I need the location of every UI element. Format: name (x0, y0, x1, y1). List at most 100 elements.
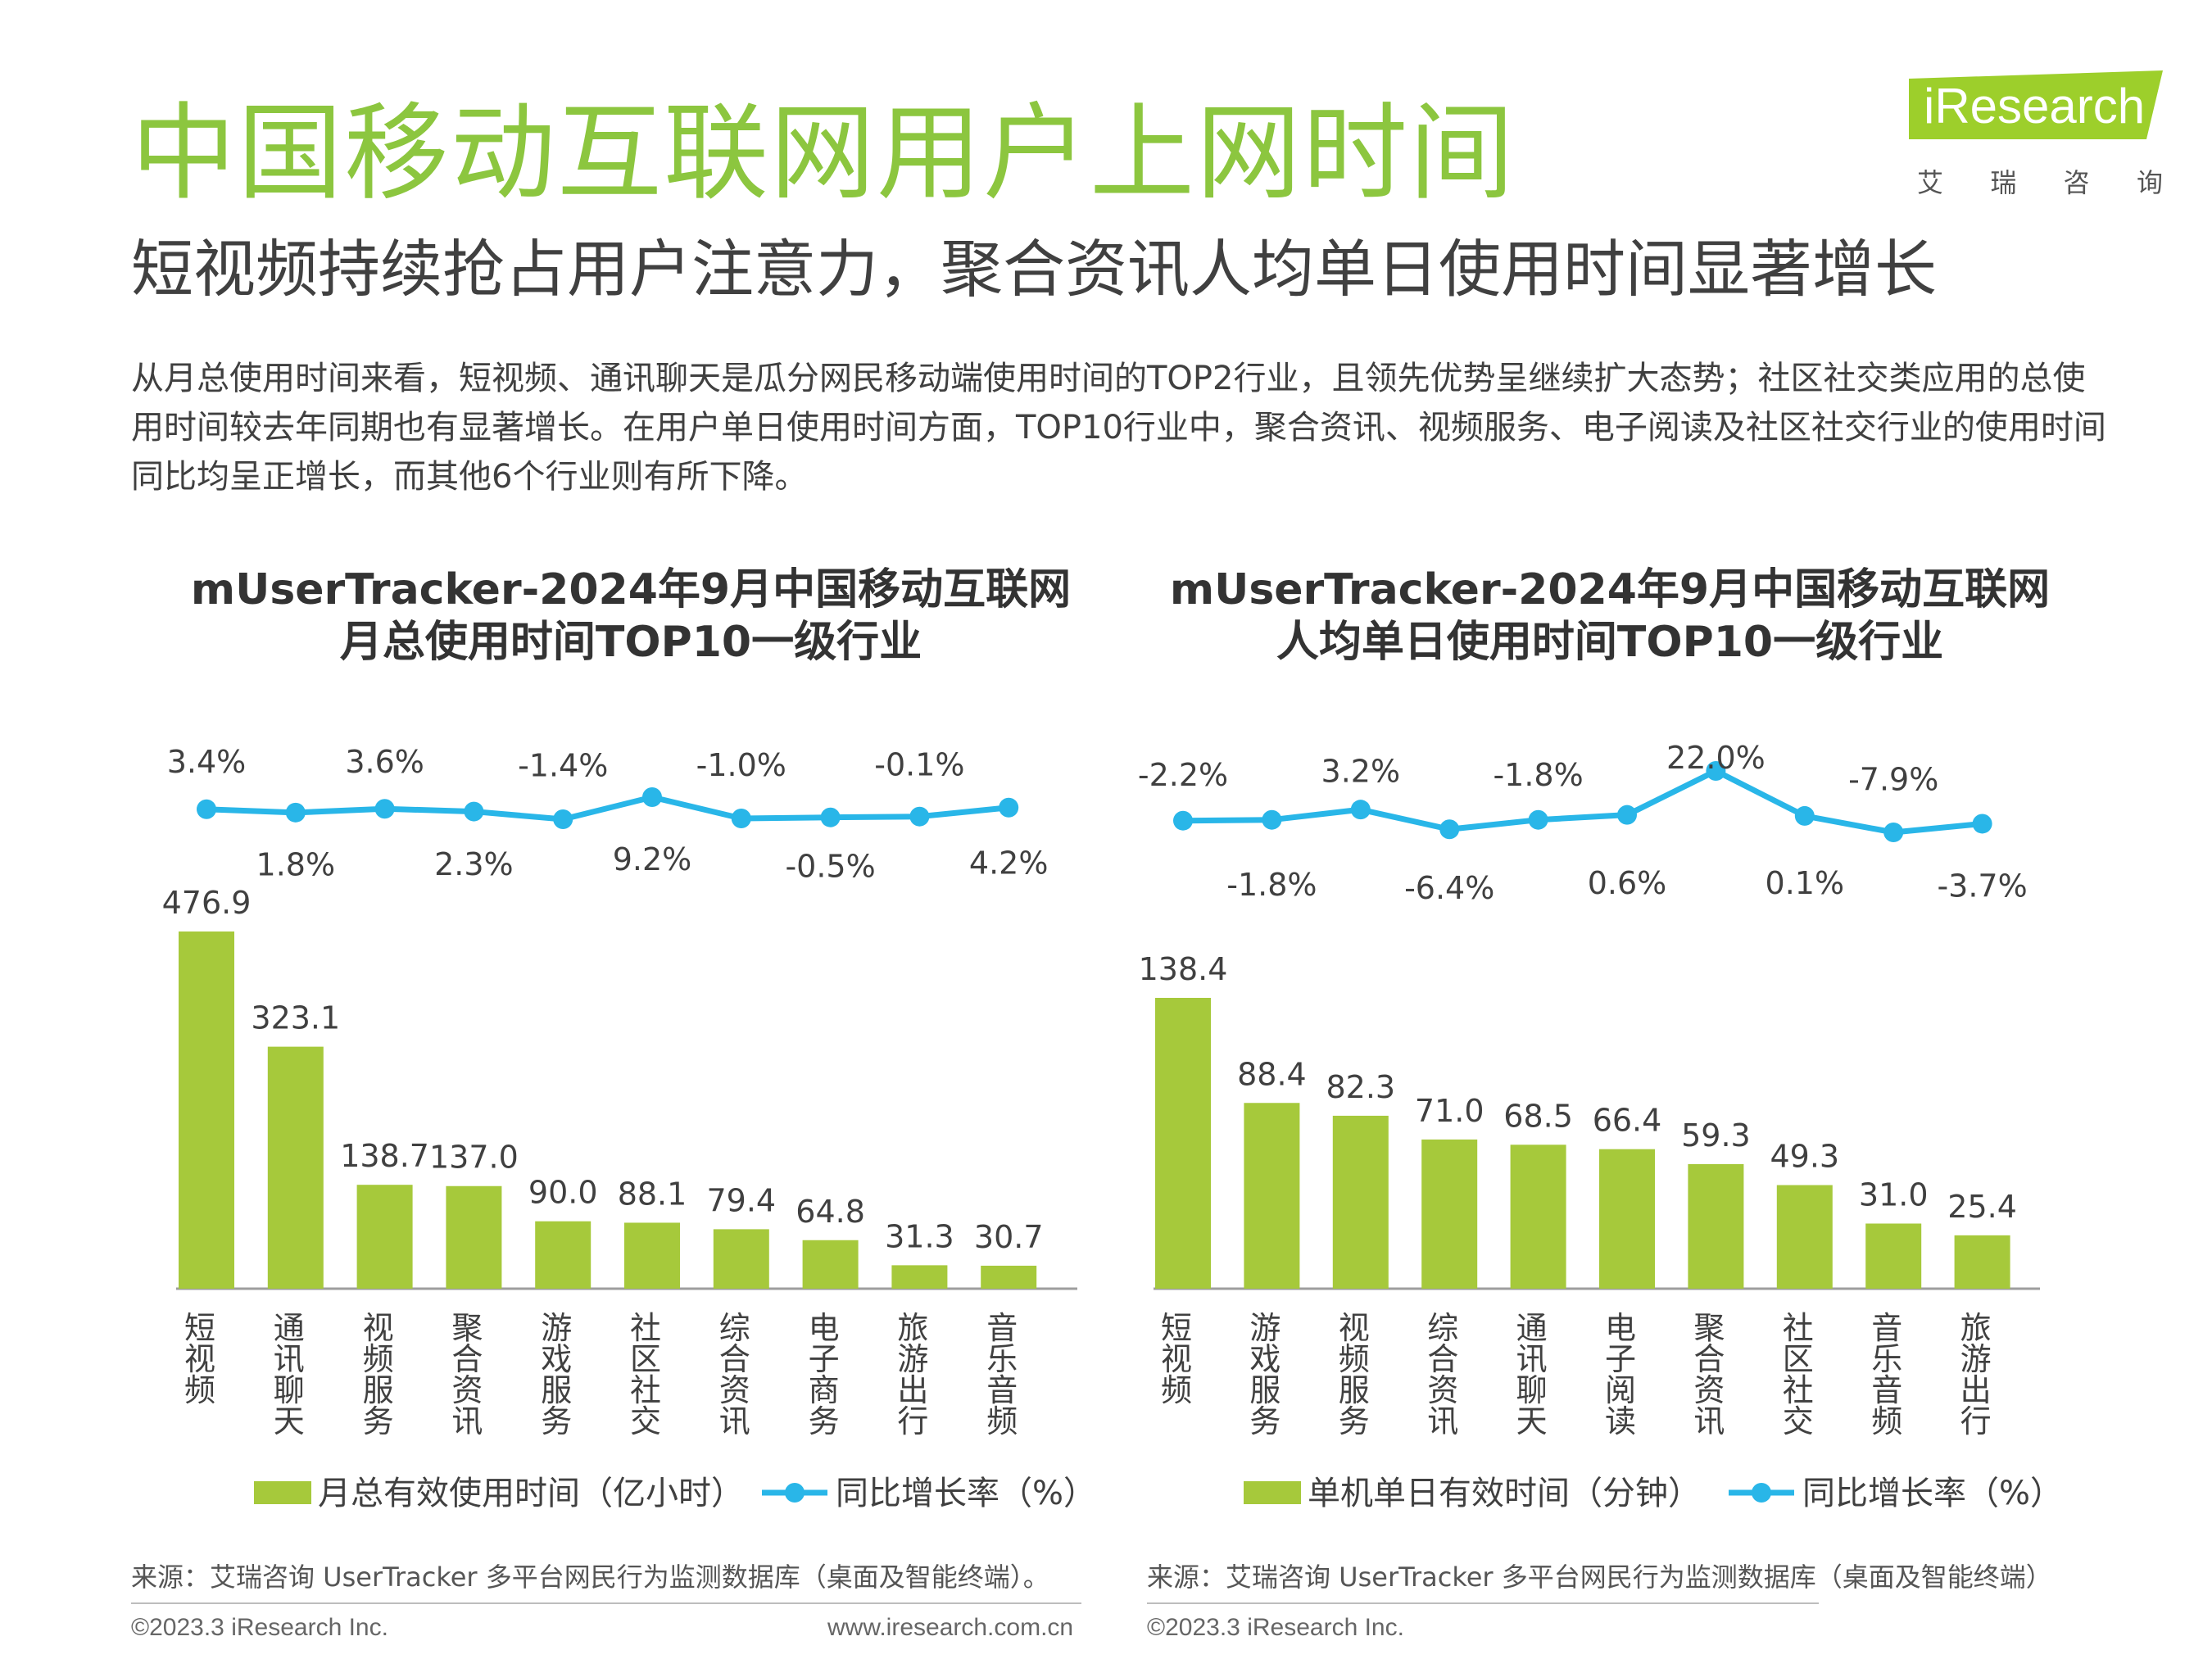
category-label: 通讯聊天 (1516, 1310, 1548, 1439)
growth-value-label: -0.5% (785, 849, 875, 885)
bar (446, 1185, 502, 1289)
bar (1155, 998, 1211, 1289)
bar-value-label: 88.1 (618, 1176, 687, 1212)
chart-title-line: mUserTracker-2024年9月中国移动互联网 (1169, 565, 2051, 614)
bar (1332, 1115, 1389, 1289)
growth-value-label: 22.0% (1666, 740, 1766, 776)
growth-value-label: 0.6% (1588, 865, 1667, 901)
growth-point (197, 799, 216, 819)
chart-title-line: mUserTracker-2024年9月中国移动互联网 (190, 565, 1072, 614)
growth-point (1439, 819, 1460, 840)
growth-value-label: 3.2% (1321, 754, 1401, 790)
growth-value-label: -3.7% (1937, 868, 2027, 904)
legend-line-marker (1752, 1483, 1771, 1503)
growth-value-label: -2.2% (1138, 757, 1228, 793)
chart-title-line: 月总使用时间TOP10一级行业 (339, 618, 922, 667)
source-note-right: 来源：艾瑞咨询 UserTracker 多平台网民行为监测数据库（桌面及智能终端… (1147, 1562, 2052, 1593)
page-title: 中国移动互联网用户上网时间 (131, 93, 1516, 215)
iresearch-logo: iResearch 艾 瑞 咨 询 (1909, 70, 2171, 202)
category-label: 社区社交 (1783, 1310, 1814, 1439)
category-label: 社区社交 (630, 1310, 661, 1439)
footer-divider-left (131, 1602, 1081, 1604)
category-label: 电子阅读 (1605, 1310, 1636, 1439)
footer-url: www.iresearch.com.cn (827, 1614, 1074, 1641)
bar-value-label: 31.0 (1859, 1176, 1929, 1213)
logo-sub-char: 询 (2136, 167, 2163, 198)
growth-point (1173, 810, 1193, 831)
growth-point (1350, 800, 1371, 820)
category-label: 短视频 (184, 1310, 215, 1408)
bar-value-label: 66.4 (1593, 1103, 1662, 1139)
category-label: 音乐音频 (1871, 1310, 1902, 1439)
bar-value-label: 323.1 (251, 1000, 340, 1036)
bar-value-label: 88.4 (1237, 1056, 1307, 1092)
category-label: 聚合资讯 (1693, 1310, 1725, 1439)
bar (1688, 1163, 1744, 1289)
logo-badge-shape (1909, 70, 2163, 139)
growth-point (1262, 809, 1282, 830)
bar (981, 1265, 1037, 1289)
bar-value-label: 25.4 (1947, 1189, 2017, 1225)
category-label: 通讯聊天 (274, 1310, 305, 1439)
category-label: 短视频 (1161, 1310, 1192, 1408)
bar (891, 1265, 948, 1289)
growth-point (731, 808, 751, 828)
category-label: 聚合资讯 (451, 1310, 483, 1439)
bar-value-label: 64.8 (796, 1194, 865, 1230)
logo-subtitle: 艾 瑞 咨 询 (1917, 162, 2163, 200)
chart-title-daily: mUserTracker-2024年9月中国移动互联网 人均单日使用时间TOP1… (1151, 564, 2069, 669)
growth-value-label: -1.8% (1493, 757, 1583, 793)
legend-line-label: 同比增长率（%） (1802, 1475, 2063, 1512)
chart-title-monthly: mUserTracker-2024年9月中国移动互联网 月总使用时间TOP10一… (172, 564, 1090, 669)
bar-value-label: 82.3 (1326, 1069, 1395, 1105)
growth-value-label: -1.8% (1226, 867, 1317, 903)
growth-point (374, 799, 395, 819)
bar (713, 1229, 769, 1289)
bar (1599, 1149, 1655, 1289)
growth-value-label: -6.4% (1404, 870, 1494, 906)
growth-value-label: 0.1% (1766, 865, 1845, 901)
page-subtitle: 短视频持续抢占用户注意力，聚合资讯人均单日使用时间显著增长 (131, 233, 1937, 306)
growth-value-label: 4.2% (969, 845, 1049, 881)
growth-value-label: 3.6% (345, 744, 424, 780)
growth-point (999, 797, 1019, 818)
growth-value-label: 9.2% (613, 841, 692, 877)
growth-value-label: -7.9% (1848, 761, 1938, 797)
growth-point (1883, 823, 1904, 842)
bar-value-label: 476.9 (162, 885, 252, 921)
bar (624, 1222, 680, 1289)
bar-value-label: 30.7 (974, 1219, 1044, 1255)
bar-value-label: 137.0 (429, 1140, 519, 1176)
bar-value-label: 90.0 (528, 1175, 598, 1211)
bar (1421, 1139, 1478, 1289)
bar (1954, 1235, 2010, 1289)
category-label: 游戏服务 (1249, 1310, 1281, 1439)
legend-bar-swatch (254, 1481, 311, 1504)
legend-bar-label: 月总有效使用时间（亿小时） (318, 1475, 744, 1512)
source-note-left: 来源：艾瑞咨询 UserTracker 多平台网民行为监测数据库（桌面及智能终端… (131, 1562, 1049, 1593)
category-label: 电子商务 (809, 1310, 840, 1439)
logo-sub-char: 艾 (1917, 167, 1944, 198)
bar (1244, 1103, 1300, 1289)
intro-paragraph: 从月总使用时间来看，短视频、通讯聊天是瓜分网民移动端使用时间的TOP2行业，且领… (131, 360, 2106, 496)
growth-value-label: 2.3% (434, 846, 514, 882)
bar (1776, 1185, 1833, 1289)
growth-point (642, 787, 662, 807)
category-label: 游戏服务 (541, 1310, 572, 1439)
bar-value-label: 79.4 (706, 1182, 776, 1218)
growth-value-label: 3.4% (167, 744, 247, 780)
chart-title-line: 人均单日使用时间TOP10一级行业 (1276, 618, 1944, 667)
category-label: 综合资讯 (719, 1310, 750, 1439)
bar-value-label: 31.3 (885, 1218, 954, 1254)
footer-divider-right (1147, 1602, 1819, 1604)
growth-point (553, 809, 573, 829)
bar (267, 1046, 324, 1289)
growth-point (1617, 805, 1637, 825)
logo-sub-char: 瑞 (1990, 167, 2017, 198)
category-label: 旅游出行 (1960, 1310, 1992, 1439)
bar-value-label: 138.7 (340, 1138, 429, 1174)
category-label: 视频服务 (363, 1310, 394, 1439)
legend-bar-swatch (1244, 1481, 1301, 1504)
growth-point (464, 801, 484, 822)
